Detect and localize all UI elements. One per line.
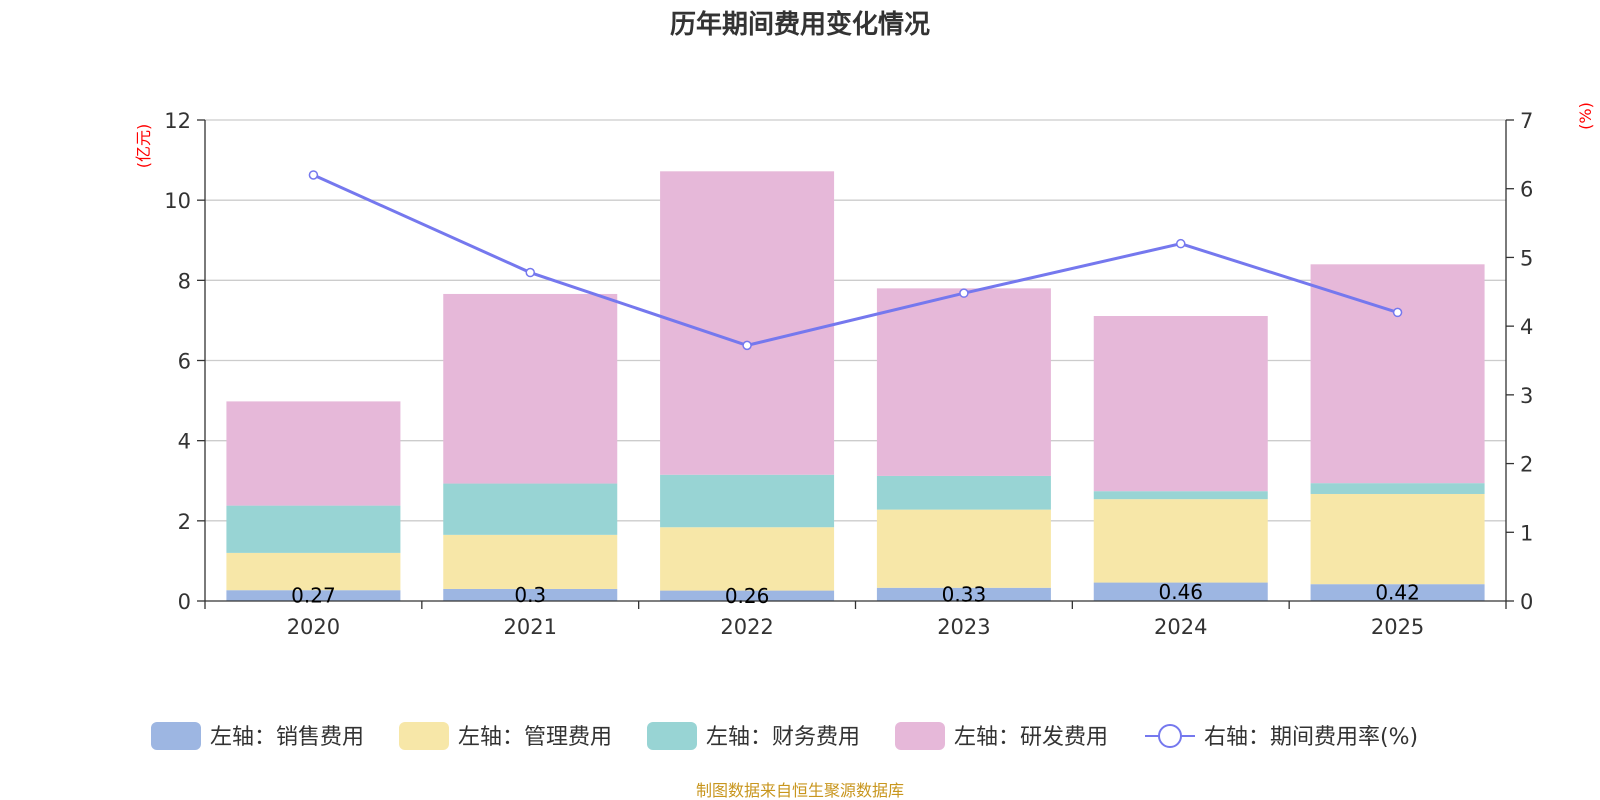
bar-finance <box>660 474 835 528</box>
legend-swatch-admin <box>399 722 449 750</box>
bar-rnd <box>1093 316 1268 492</box>
bar-finance <box>876 475 1051 510</box>
bar-rnd <box>876 288 1051 476</box>
bar-admin <box>443 534 618 589</box>
bar-sales <box>1093 582 1268 601</box>
bar-sales <box>876 587 1051 601</box>
bar-sales <box>1310 584 1485 601</box>
right-tick-label: 5 <box>1520 246 1533 270</box>
bar-rnd <box>443 293 618 484</box>
left-tick-label: 12 <box>164 109 191 133</box>
legend-label-admin: 左轴：管理费用 <box>458 725 612 750</box>
x-tick-label: 2021 <box>504 615 557 639</box>
bar-admin <box>1310 493 1485 585</box>
bar-admin <box>876 509 1051 588</box>
right-tick-label: 4 <box>1520 315 1533 339</box>
x-tick-label: 2020 <box>287 615 340 639</box>
rate-point <box>1176 238 1186 249</box>
x-tick-label: 2025 <box>1371 615 1424 639</box>
rate-point <box>308 170 319 180</box>
bar-rnd <box>1310 264 1485 484</box>
left-tick-label: 4 <box>178 430 191 454</box>
bar-rnd <box>226 401 401 506</box>
right-tick-label: 6 <box>1520 178 1533 202</box>
right-tick-label: 7 <box>1520 109 1533 133</box>
sales-value-label: 0.27 <box>291 584 336 608</box>
rate-point <box>742 340 752 351</box>
right-tick-label: 0 <box>1520 590 1533 614</box>
bar-finance <box>1093 491 1268 500</box>
legend-label-finance: 左轴：财务费用 <box>706 725 860 750</box>
bar-finance <box>443 483 618 535</box>
rate-point <box>1392 307 1403 318</box>
left-tick-label: 2 <box>178 510 191 534</box>
grid <box>205 119 1506 522</box>
bar-sales <box>226 590 401 601</box>
sales-value-label: 0.3 <box>514 583 546 607</box>
legend-label-sales: 左轴：销售费用 <box>210 725 364 750</box>
sales-value-label: 0.42 <box>1375 581 1420 605</box>
legend-swatch-finance <box>647 722 697 750</box>
right-axis-unit: (%) <box>1576 102 1595 130</box>
chart-title: 历年期间费用变化情况 <box>670 9 930 40</box>
rate-point <box>959 288 969 298</box>
rate-line-path <box>312 173 1399 347</box>
legend-swatch-rate-marker <box>1158 724 1182 748</box>
left-axis-unit: (亿元) <box>134 124 153 169</box>
bar-admin <box>660 527 835 591</box>
legend-swatch-rnd <box>895 722 945 750</box>
legend-swatch-sales <box>151 722 201 750</box>
left-tick-label: 8 <box>178 269 191 293</box>
rate-point <box>525 267 535 278</box>
right-tick-label: 2 <box>1520 453 1533 477</box>
left-tick-label: 10 <box>164 189 191 213</box>
data-labels: 0.27 0.3 0.26 0.33 0.46 0.42 <box>291 580 1420 608</box>
legend-label-rnd: 左轴：研发费用 <box>954 725 1108 750</box>
x-tick-label: 2022 <box>720 615 773 639</box>
bar-rnd <box>660 171 835 475</box>
rate-line <box>308 170 1403 351</box>
left-tick-label: 6 <box>178 350 191 374</box>
sales-value-label: 0.46 <box>1158 580 1203 604</box>
x-tick-label: 2024 <box>1154 615 1207 639</box>
left-tick-label: 0 <box>178 590 191 614</box>
legend[interactable]: 左轴：销售费用 左轴：管理费用 左轴：财务费用 左轴：研发费用 右轴：期间费用率(%) <box>151 722 1418 750</box>
bar-sales <box>443 588 618 601</box>
bar-admin <box>1093 499 1268 583</box>
bars <box>226 171 1485 601</box>
sales-value-label: 0.33 <box>942 582 987 606</box>
bar-admin <box>226 552 401 591</box>
source-note: 制图数据来自恒生聚源数据库 <box>696 781 904 800</box>
bar-sales <box>660 590 835 601</box>
sales-value-label: 0.26 <box>725 584 770 608</box>
right-tick-label: 3 <box>1520 384 1533 408</box>
bar-finance <box>226 505 401 553</box>
bar-finance <box>1310 483 1485 494</box>
right-tick-label: 1 <box>1520 521 1533 545</box>
legend-label-rate: 右轴：期间费用率(%) <box>1204 725 1418 750</box>
x-tick-label: 2023 <box>937 615 990 639</box>
